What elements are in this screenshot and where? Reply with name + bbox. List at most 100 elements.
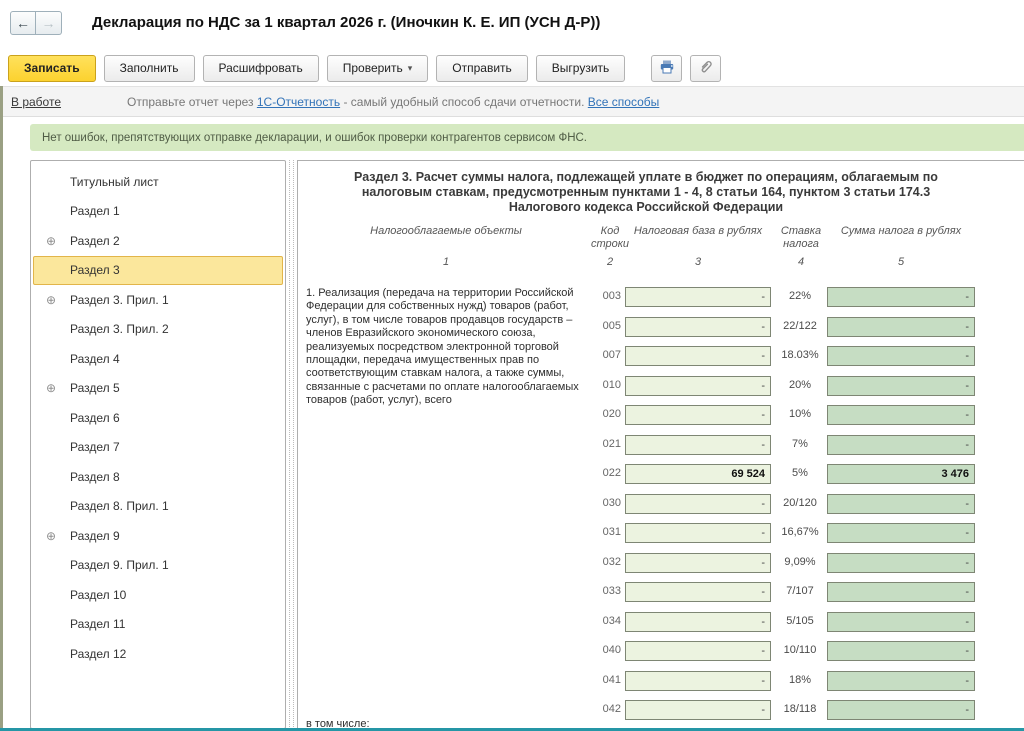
print-button[interactable] bbox=[651, 54, 683, 82]
tax-value: - bbox=[965, 556, 969, 569]
sidebar-item[interactable]: ⊕ Раздел 9 bbox=[31, 521, 285, 551]
base-value: - bbox=[761, 674, 765, 687]
sidebar-item[interactable]: Раздел 7 bbox=[31, 433, 285, 463]
tax-sum-field[interactable]: - bbox=[827, 523, 975, 543]
back-arrow-icon: ← bbox=[16, 15, 30, 31]
paperclip-icon bbox=[698, 59, 714, 78]
tax-sum-field[interactable]: - bbox=[827, 434, 975, 455]
forward-arrow-icon: → bbox=[41, 15, 56, 31]
table-row: 033 - 7/107 - bbox=[298, 582, 1024, 602]
sidebar-item[interactable]: Раздел 6 bbox=[31, 403, 285, 433]
sidebar-item[interactable]: ⊕ Раздел 3. Прил. 1 bbox=[31, 285, 285, 315]
expand-icon[interactable]: ⊕ bbox=[45, 292, 57, 307]
1c-reporting-link[interactable]: 1С-Отчетность bbox=[256, 94, 341, 109]
tax-sum-field[interactable]: - bbox=[827, 316, 975, 337]
tax-sum-field[interactable]: - bbox=[827, 582, 975, 602]
tax-base-field[interactable]: - bbox=[625, 641, 771, 661]
expand-icon[interactable]: ⊕ bbox=[45, 233, 57, 248]
tax-base-field[interactable]: - bbox=[625, 611, 771, 632]
sidebar-item[interactable]: Раздел 4 bbox=[31, 344, 285, 374]
tax-sum-field[interactable]: - bbox=[827, 287, 975, 307]
sidebar-item[interactable]: ⊕ Раздел 5 bbox=[31, 374, 285, 404]
panel-splitter[interactable] bbox=[289, 160, 294, 729]
tax-base-field[interactable]: - bbox=[625, 523, 771, 543]
export-button[interactable]: Выгрузить bbox=[535, 54, 626, 82]
tax-base-field[interactable]: - bbox=[625, 375, 771, 396]
sidebar-item[interactable]: Раздел 9. Прил. 1 bbox=[31, 551, 285, 581]
tax-sum-field[interactable]: - bbox=[827, 700, 975, 720]
tax-base-field[interactable]: - bbox=[625, 552, 771, 573]
column-number-4: 4 bbox=[797, 256, 805, 268]
rate-label: 20% bbox=[788, 378, 812, 391]
sidebar-item[interactable]: ⊕ Раздел 2 bbox=[31, 226, 285, 256]
attachments-button[interactable] bbox=[690, 54, 722, 82]
tax-sum-field[interactable]: - bbox=[827, 611, 975, 632]
tax-sum-field[interactable]: - bbox=[827, 552, 975, 573]
expand-icon[interactable]: ⊕ bbox=[45, 381, 57, 396]
sidebar-item[interactable]: Раздел 8 bbox=[31, 462, 285, 492]
history-nav: ← → bbox=[10, 11, 62, 35]
tax-sum-field[interactable]: - bbox=[827, 641, 975, 661]
tax-base-field[interactable]: - bbox=[625, 287, 771, 307]
report-state-link[interactable]: В работе bbox=[11, 94, 62, 109]
send-button[interactable]: Отправить bbox=[436, 54, 528, 82]
all-ways-link[interactable]: Все способы bbox=[587, 94, 660, 109]
validation-message: Нет ошибок, препятствующих отправке декл… bbox=[30, 124, 1024, 151]
title-bar: ← → Декларация по НДС за 1 квартал 2026 … bbox=[0, 0, 1024, 48]
fill-button[interactable]: Заполнить bbox=[103, 54, 195, 82]
tax-base-field[interactable]: - bbox=[625, 405, 771, 425]
send-hint: Отправьте отчет через 1С-Отчетность - са… bbox=[127, 95, 659, 109]
tax-base-field[interactable]: - bbox=[625, 582, 771, 602]
table-row: 032 - 9,09% - bbox=[298, 552, 1024, 573]
tax-base-field[interactable]: - bbox=[625, 316, 771, 337]
tax-base-field[interactable]: - bbox=[625, 493, 771, 514]
sidebar-item-label: Раздел 7 bbox=[70, 440, 120, 455]
rate-label: 16,67% bbox=[781, 526, 819, 538]
save-button[interactable]: Записать bbox=[8, 54, 96, 82]
tax-base-field[interactable]: 69 524 bbox=[625, 464, 771, 484]
tax-sum-field[interactable]: 3 476 bbox=[827, 464, 975, 484]
row-code: 003 bbox=[602, 290, 621, 302]
sidebar-item[interactable]: Раздел 3. Прил. 2 bbox=[31, 315, 285, 345]
sidebar-item[interactable]: Раздел 12 bbox=[31, 639, 285, 669]
tax-base-field[interactable]: - bbox=[625, 434, 771, 455]
sidebar-item[interactable]: Титульный лист bbox=[31, 167, 285, 197]
base-value: - bbox=[761, 350, 765, 362]
tax-sum-field[interactable]: - bbox=[827, 670, 975, 691]
rate-label: 7% bbox=[792, 437, 808, 450]
tax-value: - bbox=[965, 704, 969, 716]
column-header-tax-rate: Ставка налога bbox=[780, 225, 822, 250]
hint-middle: - самый удобный способ сдачи отчетности. bbox=[340, 94, 588, 109]
sidebar-item[interactable]: Раздел 8. Прил. 1 bbox=[31, 492, 285, 522]
tax-value: - bbox=[965, 320, 969, 333]
status-bar: В работе Отправьте отчет через 1С-Отчетн… bbox=[3, 86, 1024, 117]
tax-value: - bbox=[965, 674, 969, 687]
sidebar-item[interactable]: Раздел 3 bbox=[33, 255, 283, 285]
tax-value: - bbox=[965, 350, 969, 362]
row-code: 005 bbox=[602, 319, 621, 332]
tax-sum-field[interactable]: - bbox=[827, 346, 975, 366]
table-row: 005 - 22/122 - bbox=[298, 316, 1024, 337]
row-code: 007 bbox=[602, 349, 621, 361]
tax-base-field[interactable]: - bbox=[625, 670, 771, 691]
expand-icon[interactable]: ⊕ bbox=[45, 528, 57, 543]
decrypt-button[interactable]: Расшифровать bbox=[202, 54, 319, 82]
rate-label: 10/110 bbox=[783, 644, 817, 656]
tax-sum-field[interactable]: - bbox=[827, 405, 975, 425]
forward-button[interactable]: → bbox=[36, 11, 62, 35]
column-number-2: 2 bbox=[606, 256, 614, 268]
check-button[interactable]: Проверить ▾ bbox=[326, 54, 429, 82]
base-value: - bbox=[761, 497, 765, 510]
tax-sum-field[interactable]: - bbox=[827, 375, 975, 396]
tax-base-field[interactable]: - bbox=[625, 700, 771, 720]
tax-value: - bbox=[965, 291, 969, 303]
back-button[interactable]: ← bbox=[10, 11, 36, 35]
tax-sum-field[interactable]: - bbox=[827, 493, 975, 514]
tax-base-field[interactable]: - bbox=[625, 346, 771, 366]
tax-value: - bbox=[965, 379, 969, 392]
tax-value: - bbox=[965, 586, 969, 598]
sidebar-item[interactable]: Раздел 11 bbox=[31, 610, 285, 640]
sidebar-item[interactable]: Раздел 10 bbox=[31, 580, 285, 610]
sidebar-item[interactable]: Раздел 1 bbox=[31, 197, 285, 227]
